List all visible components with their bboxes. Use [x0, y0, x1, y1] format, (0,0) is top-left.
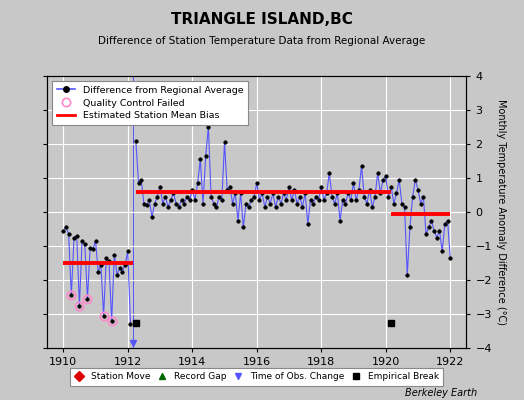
Text: Difference of Station Temperature Data from Regional Average: Difference of Station Temperature Data f…: [99, 36, 425, 46]
Text: TRIANGLE ISLAND,BC: TRIANGLE ISLAND,BC: [171, 12, 353, 27]
Text: Berkeley Earth: Berkeley Earth: [405, 388, 477, 398]
Legend: Station Move, Record Gap, Time of Obs. Change, Empirical Break: Station Move, Record Gap, Time of Obs. C…: [70, 368, 443, 386]
Y-axis label: Monthly Temperature Anomaly Difference (°C): Monthly Temperature Anomaly Difference (…: [496, 99, 506, 325]
